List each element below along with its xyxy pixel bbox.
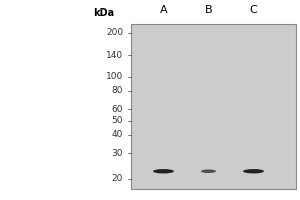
Text: 50: 50	[112, 116, 123, 125]
Ellipse shape	[243, 169, 264, 173]
Text: 20: 20	[112, 174, 123, 183]
Text: 140: 140	[106, 51, 123, 60]
Text: 30: 30	[112, 149, 123, 158]
Text: 100: 100	[106, 72, 123, 81]
Text: 40: 40	[112, 130, 123, 139]
Text: 80: 80	[112, 86, 123, 95]
Text: C: C	[250, 5, 257, 15]
Text: 60: 60	[112, 105, 123, 114]
Ellipse shape	[201, 169, 216, 173]
Ellipse shape	[153, 169, 174, 173]
Bar	[130, 24, 296, 189]
Text: 200: 200	[106, 28, 123, 37]
Text: kDa: kDa	[93, 8, 114, 18]
Text: B: B	[205, 5, 212, 15]
Text: A: A	[160, 5, 167, 15]
